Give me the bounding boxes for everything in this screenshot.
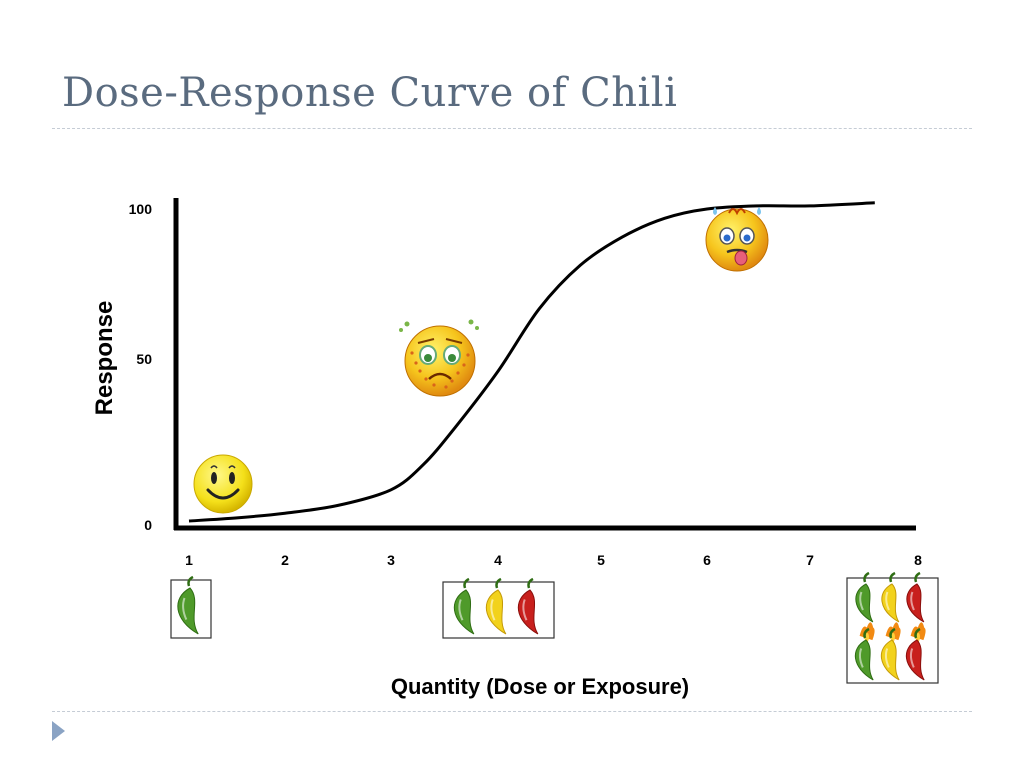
sick-face-icon	[399, 319, 479, 397]
y-tick-label: 100	[129, 201, 153, 217]
x-tick-label: 7	[806, 552, 814, 568]
x-tick-label: 8	[914, 552, 922, 568]
series-line-0	[188, 201, 875, 523]
yellow-chili-icon	[485, 577, 507, 635]
yellow-chili-icon	[881, 571, 900, 623]
y-tick-label: 50	[136, 351, 152, 367]
green-chili-icon	[453, 577, 475, 635]
red-chili-icon	[517, 577, 539, 635]
flaming-red-chili-icon	[906, 622, 926, 681]
title-divider	[52, 128, 972, 129]
green-chili-icon	[177, 575, 199, 635]
x-tick-label: 6	[703, 552, 711, 568]
green-chili-icon	[855, 571, 874, 623]
x-tick-label: 2	[281, 552, 289, 568]
x-tick-label: 4	[494, 552, 502, 568]
happy-face-icon	[193, 454, 253, 514]
dose-panel-4	[442, 577, 555, 639]
slide-title: Dose-Response Curve of Chili	[62, 70, 678, 116]
x-axis-label: Quantity (Dose or Exposure)	[391, 674, 689, 699]
y-axis-label: Response	[91, 301, 118, 416]
red-chili-icon	[906, 571, 925, 623]
bullet-arrow-icon	[52, 721, 65, 741]
y-tick-label: 0	[144, 517, 152, 533]
x-tick-label: 1	[185, 552, 193, 568]
x-tick-label: 5	[597, 552, 605, 568]
footer-divider	[52, 711, 972, 712]
dose-panel-8	[846, 571, 939, 684]
flaming-yellow-chili-icon	[881, 622, 901, 681]
burning-face-icon	[705, 207, 769, 272]
x-tick-label: 3	[387, 552, 395, 568]
flaming-green-chili-icon	[855, 622, 875, 681]
dose-panel-1	[170, 575, 212, 639]
